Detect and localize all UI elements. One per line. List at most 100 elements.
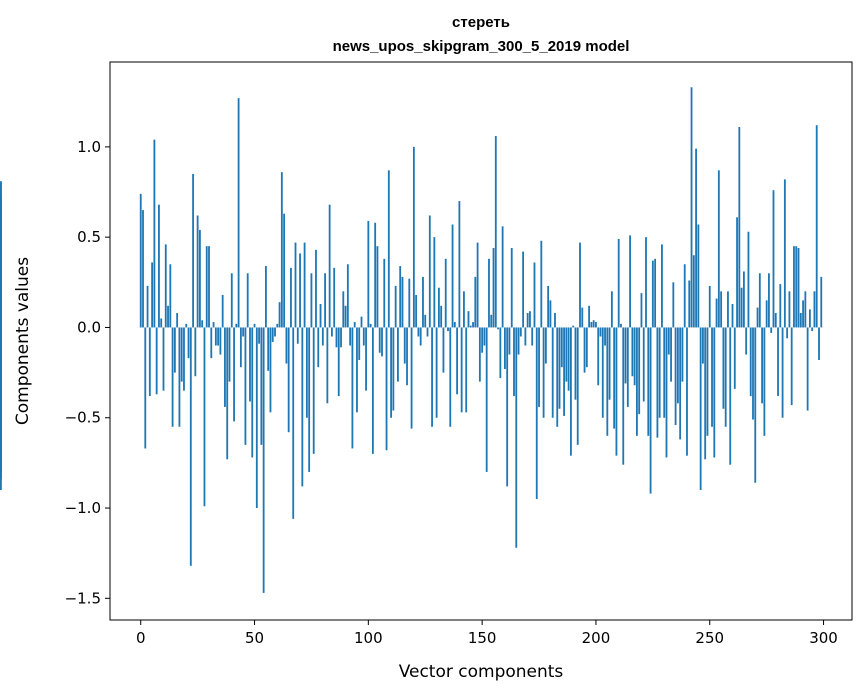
- bar: [212, 322, 215, 328]
- bar: [485, 327, 488, 472]
- bar: [219, 327, 222, 355]
- bar: [715, 298, 718, 328]
- bar: [201, 320, 204, 328]
- bar: [729, 327, 732, 465]
- bar: [549, 300, 552, 328]
- bar: [779, 284, 782, 328]
- bar: [460, 327, 463, 413]
- bar: [615, 327, 618, 456]
- bar: [139, 193, 142, 328]
- bar: [569, 327, 572, 456]
- bar: [740, 287, 743, 328]
- bar: [608, 327, 611, 400]
- bar: [235, 323, 238, 328]
- bar: [319, 303, 322, 328]
- bar: [419, 327, 422, 346]
- bar: [217, 327, 220, 346]
- chart-subtitle: news_upos_skipgram_300_5_2019 model: [333, 38, 630, 55]
- bar: [656, 327, 659, 438]
- bar: [540, 240, 543, 328]
- bar: [387, 170, 390, 328]
- y-tick-label: 0.5: [77, 228, 101, 246]
- bar: [189, 327, 192, 566]
- bar: [285, 327, 288, 364]
- bar: [292, 327, 295, 519]
- bar: [754, 327, 757, 483]
- bar: [692, 255, 695, 328]
- bar: [563, 327, 565, 416]
- bar: [458, 201, 461, 328]
- bar: [374, 222, 377, 328]
- bar: [146, 285, 149, 328]
- bar: [463, 291, 465, 328]
- bar: [797, 248, 800, 328]
- bar: [742, 271, 745, 328]
- bar: [437, 287, 440, 328]
- bar: [469, 325, 472, 328]
- bar: [237, 98, 240, 328]
- bar: [321, 327, 324, 346]
- bar: [176, 313, 179, 328]
- bar: [617, 238, 620, 328]
- bar: [624, 327, 627, 384]
- bar: [394, 285, 397, 328]
- bar: [328, 204, 331, 328]
- bar: [622, 327, 625, 465]
- bar: [820, 276, 823, 328]
- bar: [818, 327, 820, 360]
- bar: [672, 282, 675, 328]
- bar: [695, 148, 697, 328]
- bar: [269, 327, 272, 413]
- bar: [763, 327, 766, 436]
- bar: [526, 313, 529, 328]
- bar: [633, 327, 636, 386]
- x-axis-label: Vector components: [399, 662, 564, 682]
- bar: [408, 278, 411, 328]
- bar: [667, 327, 670, 355]
- bar: [431, 327, 433, 427]
- bar: [169, 264, 172, 328]
- bar: [144, 327, 147, 449]
- bar: [173, 327, 176, 373]
- bar: [610, 291, 613, 328]
- bar: [736, 217, 738, 328]
- bar: [702, 327, 704, 364]
- x-axis-ticks: 0 50 100 150 200 250 300: [136, 620, 838, 647]
- bar: [724, 327, 727, 427]
- bar: [162, 327, 165, 391]
- bar: [417, 327, 420, 337]
- bar: [756, 307, 759, 328]
- bar: [492, 248, 495, 328]
- bar: [574, 327, 577, 400]
- bar: [686, 327, 688, 456]
- bar: [808, 309, 811, 328]
- bar: [804, 291, 807, 328]
- bar: [433, 237, 436, 328]
- bar: [636, 327, 638, 436]
- bar: [183, 327, 185, 391]
- x-tick-label: 50: [245, 629, 264, 647]
- bar: [260, 327, 263, 445]
- bar: [267, 327, 270, 371]
- bar: [802, 300, 804, 328]
- bars-group: [0, 87, 823, 593]
- bar: [679, 327, 682, 440]
- bar: [647, 327, 650, 436]
- bar: [524, 327, 527, 346]
- bar: [713, 327, 716, 458]
- bar: [497, 327, 499, 330]
- bar: [601, 327, 604, 418]
- bar: [590, 322, 593, 328]
- bar: [551, 327, 554, 418]
- bar: [198, 229, 201, 328]
- bar: [813, 291, 816, 328]
- bar: [233, 327, 235, 422]
- bar: [503, 327, 506, 369]
- bar: [142, 210, 144, 328]
- bar: [367, 220, 370, 328]
- bar: [658, 327, 661, 418]
- bar: [815, 125, 818, 328]
- bar: [415, 294, 418, 328]
- bar: [535, 327, 538, 500]
